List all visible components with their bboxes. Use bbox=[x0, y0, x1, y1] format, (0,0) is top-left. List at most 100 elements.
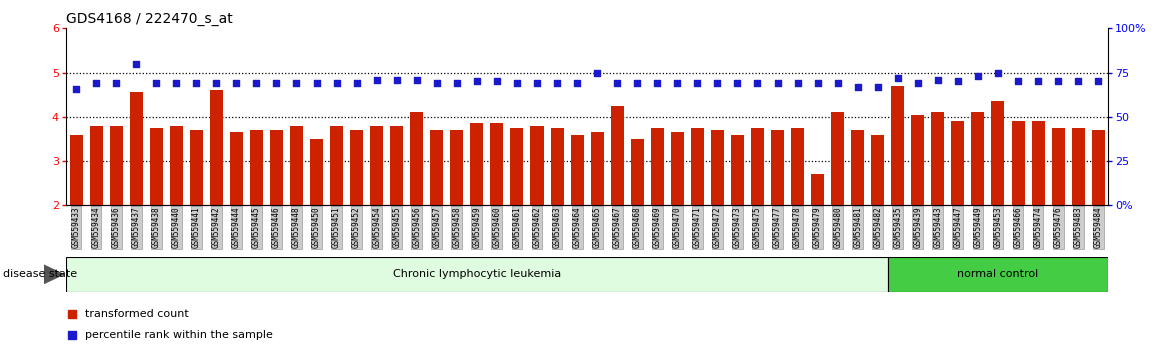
Bar bbox=[911, 115, 924, 205]
Point bbox=[186, 80, 206, 86]
Bar bbox=[470, 124, 483, 205]
Point bbox=[367, 77, 386, 82]
Bar bbox=[1032, 121, 1045, 205]
Point bbox=[808, 80, 827, 86]
Point bbox=[948, 79, 967, 84]
Bar bbox=[210, 90, 222, 205]
Bar bbox=[330, 126, 343, 205]
Polygon shape bbox=[44, 264, 65, 284]
Bar bbox=[410, 113, 424, 205]
Bar bbox=[831, 113, 844, 205]
Bar bbox=[66, 257, 888, 292]
Point bbox=[388, 77, 406, 82]
Bar bbox=[888, 257, 1108, 292]
Bar bbox=[89, 126, 103, 205]
Bar bbox=[371, 126, 383, 205]
Point bbox=[347, 80, 366, 86]
Text: normal control: normal control bbox=[958, 269, 1039, 279]
Bar bbox=[229, 132, 243, 205]
Point bbox=[167, 80, 185, 86]
Text: transformed count: transformed count bbox=[86, 309, 189, 319]
Bar bbox=[1092, 130, 1105, 205]
Point bbox=[748, 80, 767, 86]
Bar bbox=[130, 92, 142, 205]
Bar bbox=[431, 130, 444, 205]
Bar bbox=[149, 128, 163, 205]
Bar bbox=[670, 132, 684, 205]
Point bbox=[668, 80, 687, 86]
Bar bbox=[571, 135, 584, 205]
Point bbox=[1069, 79, 1087, 84]
Bar bbox=[731, 135, 743, 205]
Bar bbox=[550, 128, 564, 205]
Bar bbox=[110, 126, 123, 205]
Bar bbox=[1011, 121, 1025, 205]
Bar bbox=[972, 113, 984, 205]
Bar bbox=[931, 113, 945, 205]
Bar bbox=[170, 126, 183, 205]
Point bbox=[608, 80, 626, 86]
Bar bbox=[771, 130, 784, 205]
Text: GDS4168 / 222470_s_at: GDS4168 / 222470_s_at bbox=[66, 12, 233, 27]
Bar bbox=[651, 128, 664, 205]
Bar bbox=[811, 175, 824, 205]
Point bbox=[628, 80, 646, 86]
Text: percentile rank within the sample: percentile rank within the sample bbox=[86, 330, 273, 341]
Text: Chronic lymphocytic leukemia: Chronic lymphocytic leukemia bbox=[393, 269, 560, 279]
Bar bbox=[631, 139, 644, 205]
Point bbox=[969, 73, 988, 79]
Point bbox=[868, 84, 887, 90]
Point bbox=[127, 61, 146, 67]
Bar bbox=[691, 128, 704, 205]
Point bbox=[328, 80, 346, 86]
Point bbox=[849, 84, 867, 90]
Point bbox=[828, 80, 846, 86]
Bar bbox=[791, 128, 804, 205]
Bar bbox=[892, 86, 904, 205]
Point bbox=[1049, 79, 1068, 84]
Text: disease state: disease state bbox=[3, 269, 78, 279]
Point bbox=[688, 80, 706, 86]
Point bbox=[648, 80, 667, 86]
Point bbox=[507, 80, 526, 86]
Point bbox=[1028, 79, 1047, 84]
Point bbox=[728, 80, 747, 86]
Bar bbox=[310, 139, 323, 205]
Point bbox=[1009, 79, 1027, 84]
Bar bbox=[490, 124, 504, 205]
Point bbox=[307, 80, 325, 86]
Point bbox=[768, 80, 786, 86]
Point bbox=[567, 80, 586, 86]
Point bbox=[247, 80, 265, 86]
Point bbox=[888, 75, 907, 81]
Point bbox=[548, 80, 566, 86]
Bar bbox=[750, 128, 764, 205]
Bar bbox=[1051, 128, 1064, 205]
Point bbox=[67, 86, 86, 91]
Point bbox=[267, 80, 286, 86]
Point bbox=[107, 80, 125, 86]
Bar bbox=[991, 101, 1004, 205]
Point bbox=[287, 80, 306, 86]
Bar bbox=[450, 130, 463, 205]
Bar bbox=[851, 130, 864, 205]
Bar bbox=[290, 126, 303, 205]
Bar bbox=[270, 130, 283, 205]
Point bbox=[408, 77, 426, 82]
Point bbox=[709, 80, 727, 86]
Point bbox=[468, 79, 486, 84]
Point bbox=[909, 80, 928, 86]
Point bbox=[528, 80, 547, 86]
Point bbox=[488, 79, 506, 84]
Point bbox=[929, 77, 947, 82]
Bar bbox=[350, 130, 364, 205]
Bar bbox=[530, 126, 543, 205]
Point bbox=[588, 70, 607, 75]
Bar bbox=[871, 135, 885, 205]
Bar bbox=[511, 128, 523, 205]
Point bbox=[448, 80, 467, 86]
Bar bbox=[69, 135, 82, 205]
Bar bbox=[711, 130, 724, 205]
Bar bbox=[1071, 128, 1085, 205]
Bar bbox=[952, 121, 965, 205]
